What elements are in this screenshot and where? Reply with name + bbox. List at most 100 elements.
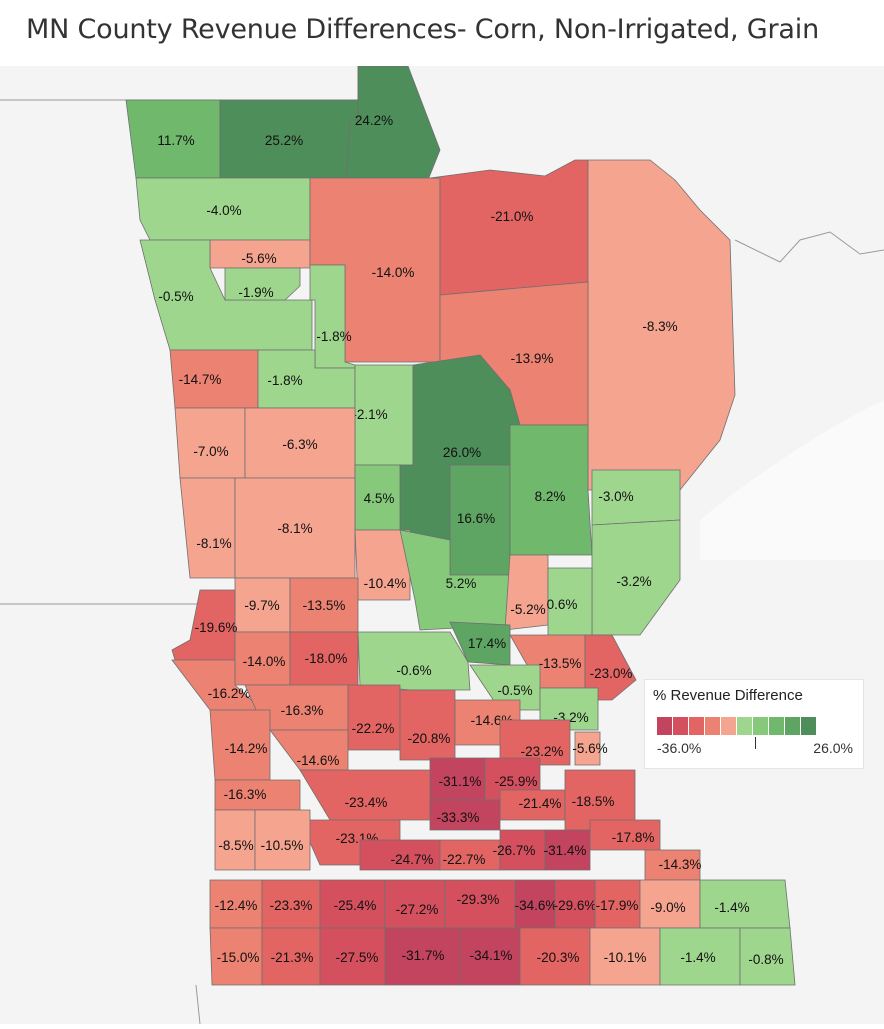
county-value-label: -16.3% [224, 787, 267, 802]
county-region[interactable]: -23.2% [499, 719, 571, 766]
county-region[interactable]: -1.8% [309, 264, 356, 369]
county-value-label: -21.4% [519, 796, 562, 811]
county-region[interactable]: -14.3% [644, 849, 702, 881]
county-shape[interactable] [509, 424, 593, 556]
county-value-label: 4.5% [364, 491, 395, 506]
county-region[interactable]: -21.4% [499, 789, 566, 821]
county-region[interactable]: -3.0% [591, 469, 681, 526]
county-region[interactable]: -23.0% [584, 634, 637, 701]
county-region[interactable]: -22.2% [347, 684, 401, 751]
county-region[interactable]: -27.5% [319, 927, 386, 986]
county-region[interactable]: -34.1% [459, 927, 521, 986]
county-region[interactable]: -13.5% [289, 577, 359, 633]
county-region[interactable]: -18.5% [564, 769, 636, 831]
county-region[interactable]: -8.3% [587, 159, 736, 491]
county-shape[interactable] [347, 684, 401, 751]
county-region[interactable]: -21.3% [261, 927, 321, 986]
county-region[interactable]: -5.6% [209, 239, 311, 269]
county-shape[interactable] [224, 267, 301, 301]
county-region[interactable]: -1.4% [699, 879, 791, 929]
county-value-label: -14.3% [659, 857, 702, 872]
county-region[interactable]: -10.4% [354, 529, 411, 601]
county-region[interactable]: 11.7% [125, 99, 221, 179]
county-region[interactable]: -14.0% [234, 631, 291, 686]
county-region[interactable]: -17.9% [594, 879, 641, 929]
legend-color-step [673, 717, 688, 735]
county-value-label: -1.9% [238, 285, 273, 300]
county-region[interactable]: -2.1% [352, 364, 414, 466]
county-region[interactable]: -24.7% [359, 839, 441, 871]
county-shape[interactable] [399, 689, 456, 761]
county-region[interactable]: -22.7% [439, 839, 501, 871]
county-region[interactable]: -29.3% [444, 879, 516, 929]
county-region[interactable]: -23.3% [261, 879, 321, 929]
county-region[interactable]: 24.2% [344, 65, 441, 201]
county-region[interactable]: -12.4% [209, 879, 263, 929]
county-region[interactable]: -0.6% [357, 631, 471, 691]
county-region[interactable]: -25.9% [484, 757, 541, 801]
county-region[interactable]: -17.8% [589, 819, 661, 851]
county-region[interactable]: -4.0% [135, 177, 311, 241]
county-shape[interactable] [544, 829, 591, 871]
county-region[interactable]: 26.0% [399, 354, 521, 541]
county-shape[interactable] [357, 631, 471, 691]
county-region[interactable]: -10.1% [589, 927, 661, 986]
county-region[interactable]: -5.6% [572, 731, 608, 766]
county-region[interactable]: 0.6% [547, 567, 593, 636]
county-region[interactable]: -31.7% [384, 927, 461, 986]
county-region[interactable]: -23.4% [299, 769, 431, 821]
county-region[interactable]: -20.8% [399, 689, 456, 761]
county-value-label: 17.4% [468, 636, 506, 651]
county-region[interactable]: -5.2% [504, 554, 549, 631]
county-value-label: -0.8% [748, 952, 783, 967]
county-region[interactable]: -6.3% [244, 407, 356, 479]
county-region[interactable]: -21.0% [429, 159, 589, 296]
county-region[interactable]: -34.6% [514, 879, 558, 929]
county-region[interactable]: -16.2% [171, 659, 264, 711]
county-region[interactable]: -1.9% [224, 267, 301, 301]
county-shape[interactable] [139, 239, 313, 351]
county-region[interactable]: 8.2% [509, 424, 593, 556]
county-shape[interactable] [179, 477, 236, 579]
county-region[interactable]: -20.3% [519, 927, 591, 986]
county-shape[interactable] [739, 927, 796, 986]
county-region[interactable]: -27.2% [384, 879, 446, 929]
county-region[interactable]: 16.6% [449, 464, 511, 576]
county-region[interactable]: -15.0% [209, 927, 263, 986]
county-region[interactable]: -25.4% [319, 879, 386, 929]
county-region[interactable]: 25.2% [219, 99, 359, 179]
county-shape[interactable] [499, 719, 571, 766]
county-region[interactable]: -29.6% [554, 879, 597, 929]
county-value-label: -21.0% [491, 209, 534, 224]
county-region[interactable]: -8.5% [214, 809, 256, 871]
county-shape[interactable] [254, 809, 311, 871]
county-region[interactable]: 17.4% [449, 621, 511, 666]
county-region[interactable]: -0.5% [139, 239, 313, 351]
county-shape[interactable] [171, 659, 264, 711]
county-shape[interactable] [574, 731, 601, 766]
county-shape[interactable] [174, 407, 246, 479]
county-value-label: -0.6% [396, 663, 431, 678]
county-region[interactable]: -1.4% [659, 927, 741, 986]
county-shape[interactable] [429, 159, 589, 296]
county-region[interactable]: -10.5% [254, 809, 311, 871]
county-region[interactable]: -0.8% [739, 927, 796, 986]
county-region[interactable]: -8.1% [179, 477, 236, 579]
county-region[interactable]: -26.7% [493, 829, 546, 871]
county-region[interactable]: -9.7% [234, 577, 291, 633]
county-region[interactable]: 5.2% [399, 529, 511, 631]
county-region[interactable]: -31.4% [544, 829, 591, 871]
county-region[interactable]: 4.5% [354, 464, 401, 531]
county-region[interactable]: -31.1% [429, 757, 486, 801]
county-region[interactable]: -8.1% [234, 477, 356, 579]
county-shape[interactable] [504, 554, 549, 631]
county-region[interactable]: -14.7% [169, 349, 259, 409]
county-region[interactable]: -7.0% [174, 407, 246, 479]
county-region[interactable]: -18.0% [289, 631, 359, 686]
county-shape[interactable] [539, 687, 599, 731]
county-region[interactable]: -14.2% [209, 709, 271, 781]
county-shape[interactable] [354, 529, 411, 601]
county-region[interactable]: -16.3% [214, 779, 301, 811]
county-region[interactable]: -33.3% [429, 799, 501, 831]
county-region[interactable]: -9.0% [639, 879, 701, 929]
